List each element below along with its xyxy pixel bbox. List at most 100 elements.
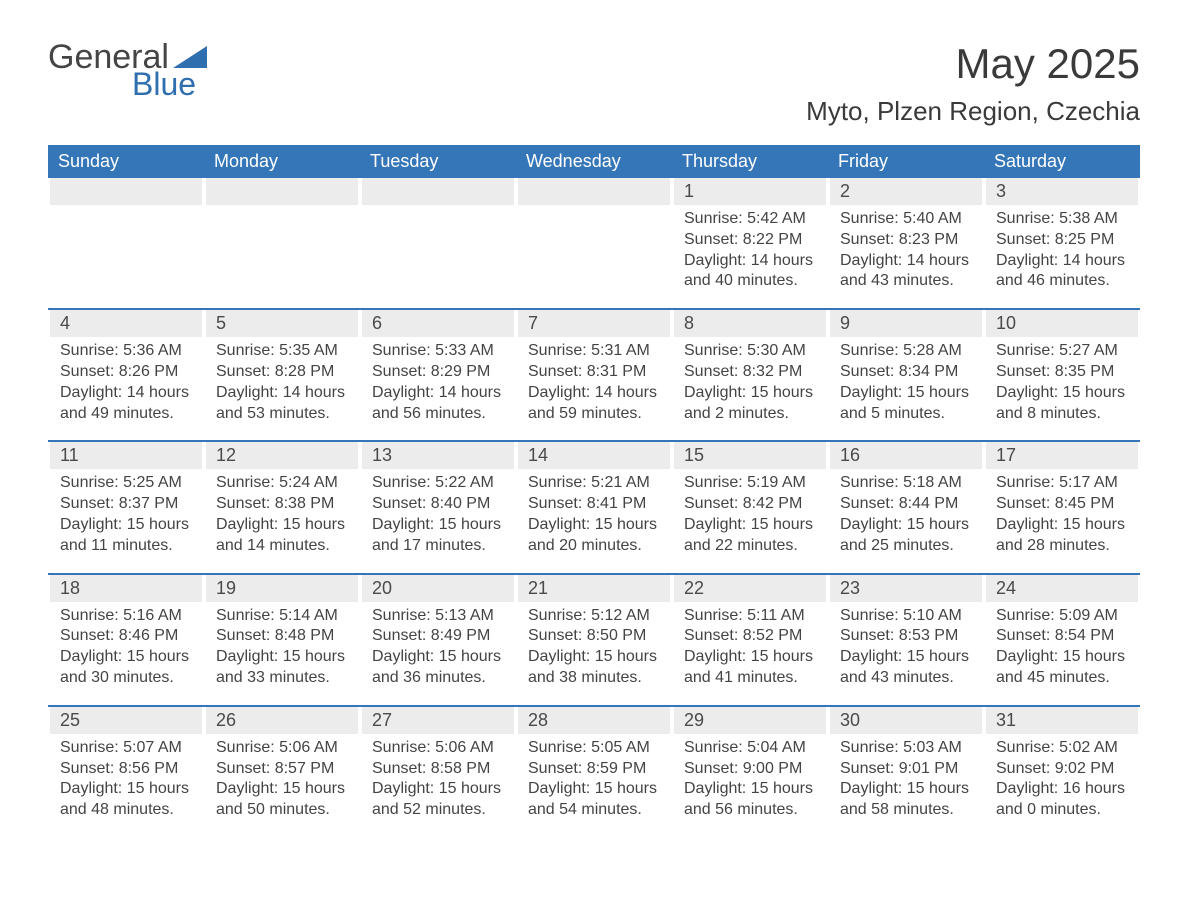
day-number: 18 (50, 575, 202, 602)
sunset-line: Sunset: 8:45 PM (996, 494, 1128, 515)
sunrise-line: Sunrise: 5:28 AM (840, 341, 972, 362)
day-details: Sunrise: 5:19 AMSunset: 8:42 PMDaylight:… (674, 469, 826, 556)
day-number (362, 178, 514, 205)
day-number: 22 (674, 575, 826, 602)
sunrise-line: Sunrise: 5:06 AM (372, 738, 504, 759)
sunrise-line: Sunrise: 5:17 AM (996, 473, 1128, 494)
sunrise-line: Sunrise: 5:07 AM (60, 738, 192, 759)
sunrise-line: Sunrise: 5:04 AM (684, 738, 816, 759)
sunset-line: Sunset: 8:46 PM (60, 626, 192, 647)
day-details: Sunrise: 5:13 AMSunset: 8:49 PMDaylight:… (362, 602, 514, 689)
daylight-line: Daylight: 15 hours and 36 minutes. (372, 647, 504, 689)
daylight-line: Daylight: 15 hours and 43 minutes. (840, 647, 972, 689)
day-number: 17 (986, 442, 1138, 469)
sunrise-line: Sunrise: 5:12 AM (528, 606, 660, 627)
sunset-line: Sunset: 8:40 PM (372, 494, 504, 515)
sunset-line: Sunset: 8:58 PM (372, 759, 504, 780)
day-number: 14 (518, 442, 670, 469)
sunset-line: Sunset: 8:38 PM (216, 494, 348, 515)
day-cell-24: 24Sunrise: 5:09 AMSunset: 8:54 PMDayligh… (984, 575, 1140, 689)
daylight-line: Daylight: 15 hours and 22 minutes. (684, 515, 816, 557)
day-details: Sunrise: 5:11 AMSunset: 8:52 PMDaylight:… (674, 602, 826, 689)
day-cell-25: 25Sunrise: 5:07 AMSunset: 8:56 PMDayligh… (48, 707, 204, 821)
day-details: Sunrise: 5:33 AMSunset: 8:29 PMDaylight:… (362, 337, 514, 424)
day-number: 8 (674, 310, 826, 337)
sunset-line: Sunset: 8:37 PM (60, 494, 192, 515)
sunset-line: Sunset: 9:00 PM (684, 759, 816, 780)
day-details: Sunrise: 5:28 AMSunset: 8:34 PMDaylight:… (830, 337, 982, 424)
day-cell-19: 19Sunrise: 5:14 AMSunset: 8:48 PMDayligh… (204, 575, 360, 689)
sunrise-line: Sunrise: 5:09 AM (996, 606, 1128, 627)
daylight-line: Daylight: 14 hours and 59 minutes. (528, 383, 660, 425)
day-details: Sunrise: 5:30 AMSunset: 8:32 PMDaylight:… (674, 337, 826, 424)
day-details: Sunrise: 5:06 AMSunset: 8:58 PMDaylight:… (362, 734, 514, 821)
month-title: May 2025 (806, 40, 1140, 88)
logo-flag-icon (173, 46, 207, 68)
dayname-monday: Monday (204, 145, 360, 178)
day-number: 5 (206, 310, 358, 337)
sunset-line: Sunset: 8:32 PM (684, 362, 816, 383)
sunset-line: Sunset: 8:23 PM (840, 230, 972, 251)
sunset-line: Sunset: 8:50 PM (528, 626, 660, 647)
sunset-line: Sunset: 8:22 PM (684, 230, 816, 251)
day-cell-empty (516, 178, 672, 292)
day-cell-14: 14Sunrise: 5:21 AMSunset: 8:41 PMDayligh… (516, 442, 672, 556)
day-details: Sunrise: 5:25 AMSunset: 8:37 PMDaylight:… (50, 469, 202, 556)
sunrise-line: Sunrise: 5:30 AM (684, 341, 816, 362)
sunrise-line: Sunrise: 5:03 AM (840, 738, 972, 759)
day-number: 7 (518, 310, 670, 337)
day-cell-7: 7Sunrise: 5:31 AMSunset: 8:31 PMDaylight… (516, 310, 672, 424)
day-details: Sunrise: 5:05 AMSunset: 8:59 PMDaylight:… (518, 734, 670, 821)
day-details: Sunrise: 5:27 AMSunset: 8:35 PMDaylight:… (986, 337, 1138, 424)
day-details: Sunrise: 5:31 AMSunset: 8:31 PMDaylight:… (518, 337, 670, 424)
day-cell-20: 20Sunrise: 5:13 AMSunset: 8:49 PMDayligh… (360, 575, 516, 689)
day-details: Sunrise: 5:22 AMSunset: 8:40 PMDaylight:… (362, 469, 514, 556)
title-block: May 2025 Myto, Plzen Region, Czechia (806, 40, 1140, 141)
dayname-saturday: Saturday (984, 145, 1140, 178)
sunset-line: Sunset: 8:25 PM (996, 230, 1128, 251)
sunrise-line: Sunrise: 5:27 AM (996, 341, 1128, 362)
sunset-line: Sunset: 8:57 PM (216, 759, 348, 780)
day-cell-10: 10Sunrise: 5:27 AMSunset: 8:35 PMDayligh… (984, 310, 1140, 424)
day-number: 31 (986, 707, 1138, 734)
day-cell-30: 30Sunrise: 5:03 AMSunset: 9:01 PMDayligh… (828, 707, 984, 821)
day-cell-23: 23Sunrise: 5:10 AMSunset: 8:53 PMDayligh… (828, 575, 984, 689)
daylight-line: Daylight: 15 hours and 17 minutes. (372, 515, 504, 557)
day-cell-1: 1 Sunrise: 5:42 AMSunset: 8:22 PMDaylight… (672, 178, 828, 292)
sunset-line: Sunset: 8:53 PM (840, 626, 972, 647)
sunrise-line: Sunrise: 5:11 AM (684, 606, 816, 627)
day-number: 6 (362, 310, 514, 337)
sunset-line: Sunset: 8:35 PM (996, 362, 1128, 383)
daylight-line: Daylight: 14 hours and 40 minutes. (684, 251, 816, 293)
day-cell-31: 31Sunrise: 5:02 AMSunset: 9:02 PMDayligh… (984, 707, 1140, 821)
day-details: Sunrise: 5:38 AMSunset: 8:25 PMDaylight:… (986, 205, 1138, 292)
daylight-line: Daylight: 15 hours and 8 minutes. (996, 383, 1128, 425)
sunrise-line: Sunrise: 5:19 AM (684, 473, 816, 494)
daylight-line: Daylight: 14 hours and 49 minutes. (60, 383, 192, 425)
day-cell-15: 15Sunrise: 5:19 AMSunset: 8:42 PMDayligh… (672, 442, 828, 556)
day-cell-22: 22Sunrise: 5:11 AMSunset: 8:52 PMDayligh… (672, 575, 828, 689)
sunrise-line: Sunrise: 5:33 AM (372, 341, 504, 362)
daylight-line: Daylight: 14 hours and 46 minutes. (996, 251, 1128, 293)
sunrise-line: Sunrise: 5:38 AM (996, 209, 1128, 230)
sunset-line: Sunset: 8:52 PM (684, 626, 816, 647)
sunrise-line: Sunrise: 5:14 AM (216, 606, 348, 627)
day-number: 15 (674, 442, 826, 469)
dayname-thursday: Thursday (672, 145, 828, 178)
day-number: 27 (362, 707, 514, 734)
daylight-line: Daylight: 15 hours and 45 minutes. (996, 647, 1128, 689)
sunset-line: Sunset: 8:34 PM (840, 362, 972, 383)
sunset-line: Sunset: 9:01 PM (840, 759, 972, 780)
day-number: 19 (206, 575, 358, 602)
day-number: 1 (674, 178, 826, 205)
day-cell-6: 6Sunrise: 5:33 AMSunset: 8:29 PMDaylight… (360, 310, 516, 424)
day-details: Sunrise: 5:36 AMSunset: 8:26 PMDaylight:… (50, 337, 202, 424)
sunset-line: Sunset: 8:42 PM (684, 494, 816, 515)
day-number: 30 (830, 707, 982, 734)
sunset-line: Sunset: 8:44 PM (840, 494, 972, 515)
sunrise-line: Sunrise: 5:13 AM (372, 606, 504, 627)
day-cell-28: 28Sunrise: 5:05 AMSunset: 8:59 PMDayligh… (516, 707, 672, 821)
dayname-sunday: Sunday (48, 145, 204, 178)
sunrise-line: Sunrise: 5:42 AM (684, 209, 816, 230)
sunset-line: Sunset: 8:54 PM (996, 626, 1128, 647)
